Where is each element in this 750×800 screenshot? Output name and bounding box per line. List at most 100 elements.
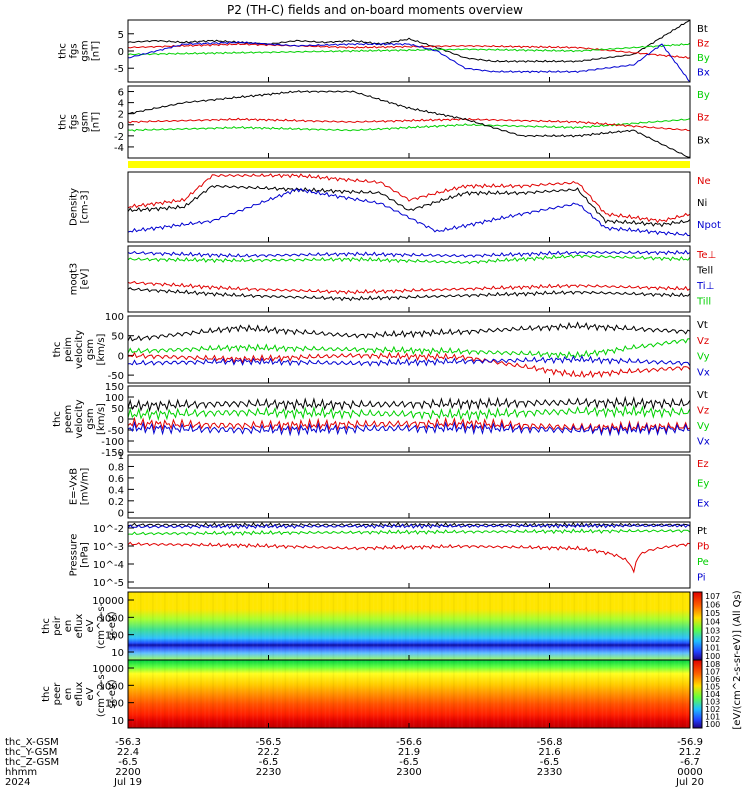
ytick-label: 1000 <box>99 681 124 692</box>
ylabel-peir_eflux: thcpeirenefluxeV(cm^2-s-sr-eV) <box>41 602 118 649</box>
ytick-label: 10^-5 <box>93 578 124 589</box>
colorbar-tick: 106 <box>705 675 720 684</box>
series-line-peem_velocity <box>127 404 691 422</box>
legend-label: Tell <box>696 266 713 277</box>
series-line-moments_temp <box>127 249 691 258</box>
ytick-label: 6 <box>118 88 124 99</box>
ytick-label: 0.2 <box>108 497 124 508</box>
ytick-label: 100 <box>105 631 124 642</box>
panel-pressure: 10^-2 10^-3 10^-4 10^-5 Pt Pb Pe Pi Pressure[nPa… <box>69 521 709 589</box>
legend-label: Vt <box>697 390 708 401</box>
footer-value: 2230 <box>256 767 281 778</box>
series-line-moments_temp <box>127 254 691 265</box>
panel-peer_eflux: 10000 1000 100 10thcpeerenefluxeV(cm^2-s-sr… <box>41 659 691 729</box>
series-line-fgs_gsm <box>127 41 691 83</box>
ytick-label: 100 <box>105 699 124 710</box>
colorbar-tick: 106 <box>705 601 720 610</box>
ytick-label: 50 <box>111 332 124 343</box>
footer-value: 2200 <box>115 767 140 778</box>
legend-label: Bx <box>697 68 710 79</box>
legend-label: Vy <box>697 421 710 432</box>
footer-row-label: thc_Z-GSM <box>5 757 59 768</box>
panel-peim_velocity: 100 50 0 -50 Vt Vz Vy Vx thcpeimvelocitygsm[km/s… <box>52 312 710 384</box>
ytick-label: 0 <box>118 415 124 426</box>
legend-label: Vx <box>697 367 710 378</box>
colorbar-tick: 107 <box>705 668 720 677</box>
legend-label: Vx <box>697 437 710 448</box>
ytick-label: 150 <box>105 382 124 393</box>
ylabel-peer_eflux: thcpeerenefluxeV(cm^2-s-sr-eV) <box>41 670 118 717</box>
series-line-peim_velocity <box>127 338 691 360</box>
ytick-label: 1000 <box>99 613 124 624</box>
panel-fgs_gsm: 5 0 -5 Bt Bz By Bx thcfgsgsm[nT] <box>58 19 710 83</box>
ylabel-moments_temp: moqt3[eV] <box>69 263 91 296</box>
footer-row-label: thc_X-GSM <box>5 737 59 748</box>
page-title: P2 (TH-C) fields and on-board moments ov… <box>227 3 523 17</box>
legend-label: By <box>697 90 710 101</box>
footer-value: -6.5 <box>399 757 419 768</box>
legend-label: Pi <box>697 573 706 584</box>
ylabel-density: Density[cm-3] <box>69 188 91 226</box>
footer-value: -6.5 <box>118 757 138 768</box>
series-line-moments_temp <box>127 287 691 302</box>
panel-moments_temp: Te⊥ Tell Ti⊥ Till moqt3[eV] <box>69 245 716 313</box>
series-line-fgs_gsm <box>127 19 691 63</box>
panel-frame <box>127 454 691 519</box>
ytick-label: -50 <box>108 371 124 382</box>
ytick-label: 1 <box>118 451 124 462</box>
legend-label: Te⊥ <box>696 250 716 261</box>
legend-label: Ex <box>697 498 709 509</box>
footer-value: -6.7 <box>680 757 700 768</box>
spectrogram-peir_eflux <box>128 592 690 660</box>
series-line-density <box>127 187 691 237</box>
legend-label: Ne <box>697 176 711 187</box>
colorbar-tick: 104 <box>705 690 720 699</box>
ytick-label: -50 <box>108 426 124 437</box>
legend-label: Vz <box>697 406 709 417</box>
ylabel-peem_velocity: thcpeemvelocitygsm[km/s] <box>52 399 107 438</box>
legend-label: Vz <box>697 336 709 347</box>
ytick-label: 100 <box>105 393 124 404</box>
colorbar-tick: 103 <box>705 626 720 635</box>
footer-value: -56.3 <box>115 737 141 748</box>
series-line-density <box>127 173 691 224</box>
ytick-label: 10000 <box>92 596 124 607</box>
panel-frame <box>127 85 691 159</box>
panel-density: Ne Ni Npot Density[cm-3] <box>69 171 721 243</box>
ylabel-peim_velocity: thcpeimvelocitygsm[km/s] <box>52 330 107 369</box>
ytick-label: 10 <box>111 648 124 659</box>
legend-label: Ey <box>697 479 709 490</box>
colorbar-tick: 101 <box>705 643 720 652</box>
legend-label: Bt <box>697 24 708 35</box>
series-line-peem_velocity <box>127 416 691 435</box>
ytick-label: -100 <box>101 437 124 448</box>
panel-frame <box>127 245 691 313</box>
series-line-pressure <box>127 541 691 574</box>
series-line-fgs_gsm <box>127 42 691 59</box>
legend-label: Pe <box>697 557 709 568</box>
legend-label: Ni <box>697 198 707 209</box>
colorbar-tick: 102 <box>705 705 720 714</box>
ytick-label: -4 <box>114 143 124 154</box>
footer-value: 22.2 <box>257 747 279 758</box>
legend-label: Till <box>696 297 711 308</box>
ylabel-pressure: Pressure[nPa] <box>69 534 91 577</box>
panel-peir_eflux: 10000 1000 100 10thcpeirenefluxeV(cm^2-s-sr… <box>41 591 691 661</box>
colorbar-tick: 103 <box>705 698 720 707</box>
ytick-label: 5 <box>118 30 124 41</box>
ytick-label: 0 <box>118 121 124 132</box>
footer-value: Jul 20 <box>675 777 704 788</box>
footer-row-label: 2024 <box>5 777 30 788</box>
series-line-peim_velocity <box>127 321 691 342</box>
legend-label: Bz <box>697 113 709 124</box>
series-line-peim_velocity <box>127 354 691 367</box>
ylabel-fgs_gsm: thcfgsgsm[nT] <box>58 40 102 61</box>
footer-value: -6.5 <box>259 757 279 768</box>
footer-value: 21.2 <box>679 747 701 758</box>
ytick-label: 0.8 <box>108 462 124 473</box>
colorbar-label: [eV/(cm^2-s-sr-eV)] (All Qs) <box>732 590 743 729</box>
legend-label: Ti⊥ <box>696 281 714 292</box>
